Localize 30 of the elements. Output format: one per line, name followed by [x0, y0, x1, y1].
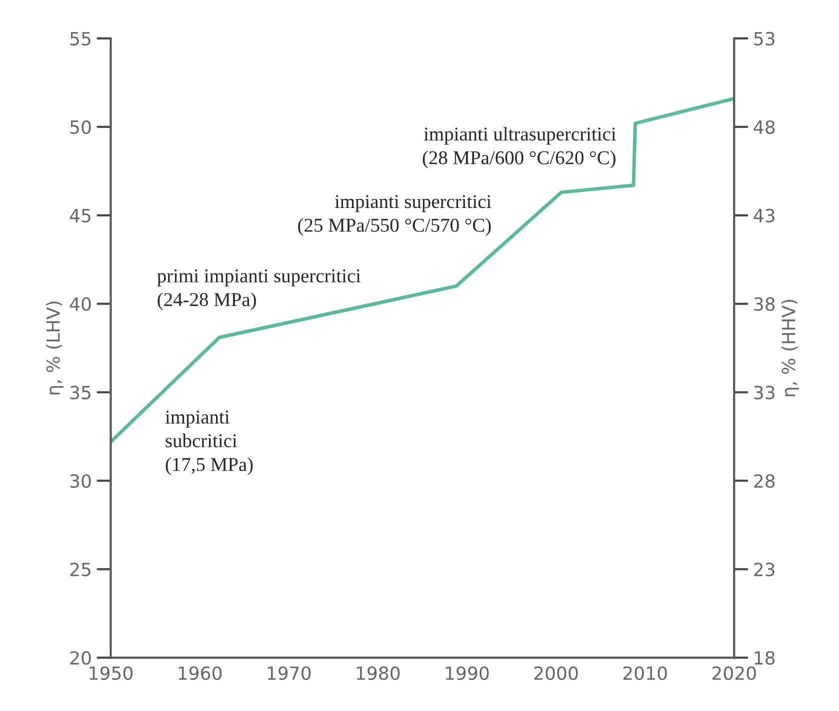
y-tick-label: 20	[70, 651, 91, 665]
annotation: impianti supercritici (25 MPa/550 °C/570 °C)	[298, 195, 492, 236]
x-tick-label: 2000	[534, 666, 578, 680]
y2-tick-label: 38	[754, 297, 775, 311]
x-tick-label: 2010	[623, 666, 667, 680]
y2-tick-label: 48	[754, 120, 775, 134]
y-tick-label: 30	[70, 474, 91, 488]
x-tick-label: 2020	[712, 666, 756, 680]
y2-tick-label: 23	[754, 562, 774, 576]
annotation: impianti subcritici (17,5 MPa)	[165, 410, 253, 476]
y2-tick-label: 53	[754, 32, 774, 46]
y2-tick-label: 18	[754, 651, 775, 665]
annotation: primi impianti supercritici (24-28 MPa)	[157, 269, 361, 310]
y-axis-title: η, % (LHV)	[46, 302, 64, 394]
y-tick-label: 25	[70, 562, 90, 576]
y-tick-label: 35	[70, 386, 90, 400]
x-tick-label: 1950	[90, 666, 133, 680]
x-tick-label: 1990	[446, 666, 489, 680]
y2-tick-label: 43	[754, 208, 774, 222]
y-tick-label: 55	[70, 32, 90, 46]
x-tick-label: 1970	[268, 666, 311, 680]
y2-axis-title: η, % (HHV)	[781, 300, 799, 396]
x-tick-label: 1960	[178, 666, 222, 680]
x-tick-label: 1980	[356, 666, 400, 680]
y-tick-label: 40	[70, 297, 91, 311]
y2-tick-label: 33	[754, 386, 774, 400]
y-tick-label: 45	[70, 209, 90, 222]
y2-tick-label: 28	[754, 474, 775, 488]
y-tick-label: 50	[70, 120, 91, 134]
annotation: impianti ultrasupercritici (28 MPa/600 °C/620 °C)	[422, 126, 616, 168]
